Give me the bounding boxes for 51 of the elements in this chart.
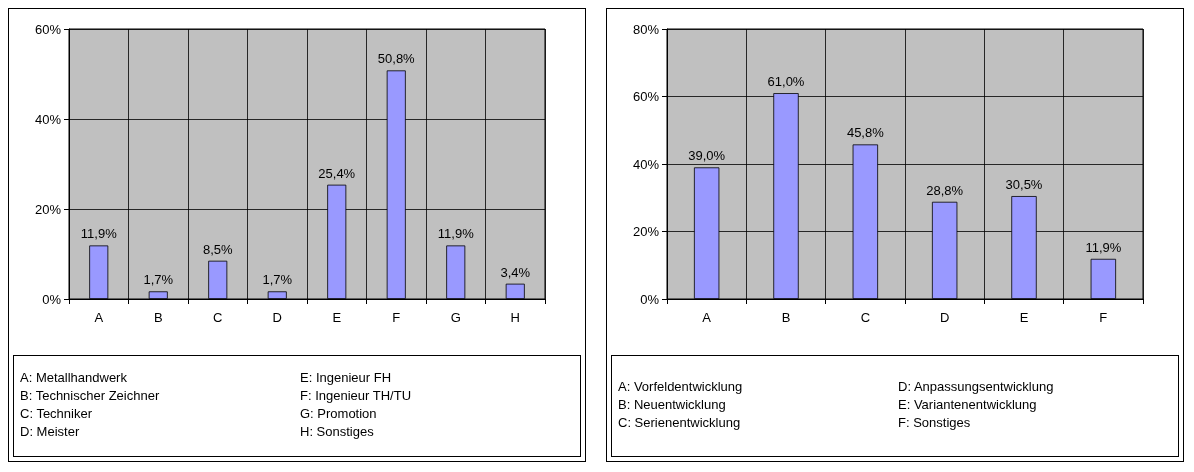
y-tick-label: 0%	[42, 291, 62, 307]
data-label: 1,7%	[262, 272, 293, 288]
data-label: 50,8%	[377, 51, 416, 67]
x-tick-label: E	[1019, 310, 1029, 325]
data-label: 3,4%	[500, 264, 531, 280]
y-tick-label: 0%	[640, 291, 660, 307]
x-tick-label: F	[392, 310, 401, 325]
text: G: Promotion	[300, 406, 378, 423]
text: B: Neuentwicklung	[618, 397, 727, 414]
y-tick-label: 60%	[632, 89, 660, 104]
x-tick-label: H	[510, 310, 520, 325]
data-label: 30,5%	[1005, 177, 1043, 193]
y-tick-label: 60%	[34, 21, 62, 37]
text: D: Meister	[20, 424, 81, 441]
y-tick-label: 80%	[632, 21, 660, 37]
text: D: Anpassungsentwicklung	[898, 379, 1055, 396]
x-tick-label: A	[94, 310, 104, 325]
text: E: Variantenentwicklung	[898, 397, 1038, 414]
y-tick-label: 40%	[632, 156, 660, 172]
data-label: 45,8%	[846, 125, 885, 141]
data-label: 1,7%	[143, 272, 174, 288]
data-label: 39,0%	[688, 148, 726, 164]
data-label: 11,9%	[437, 226, 475, 242]
data-label: 25,4%	[318, 165, 356, 181]
data-label: 11,9%	[1085, 239, 1122, 255]
x-tick-label: C	[213, 310, 223, 325]
x-tick-label: A	[702, 310, 712, 325]
text: A: Vorfeldentwicklung	[618, 379, 744, 396]
x-tick-label: F	[1099, 310, 1108, 325]
text: B: Technischer Zeichner	[20, 388, 161, 405]
x-tick-label: D	[939, 310, 950, 325]
text: F: Sonstiges	[898, 415, 972, 432]
x-tick-label: B	[781, 310, 791, 325]
data-label: 61,0%	[767, 74, 805, 90]
y-tick-label: 40%	[34, 111, 62, 127]
x-tick-label: D	[272, 310, 282, 325]
x-tick-label: E	[332, 310, 342, 325]
text: H: Sonstiges	[300, 424, 375, 441]
y-tick-label: 20%	[632, 224, 660, 239]
data-label: 8,5%	[202, 241, 233, 257]
text: E: Ingenieur FH	[300, 370, 393, 387]
text: C: Techniker	[20, 406, 93, 423]
text: A: Metallhandwerk	[20, 370, 128, 387]
x-tick-label: G	[450, 310, 461, 325]
text: F: Ingenieur TH/TU	[300, 388, 413, 405]
data-label: 28,8%	[926, 182, 964, 198]
text: C: Serienentwicklung	[618, 415, 742, 432]
x-tick-label: C	[860, 310, 871, 325]
x-tick-label: B	[153, 310, 163, 325]
y-tick-label: 20%	[34, 201, 62, 217]
data-label: 11,9%	[80, 226, 118, 242]
